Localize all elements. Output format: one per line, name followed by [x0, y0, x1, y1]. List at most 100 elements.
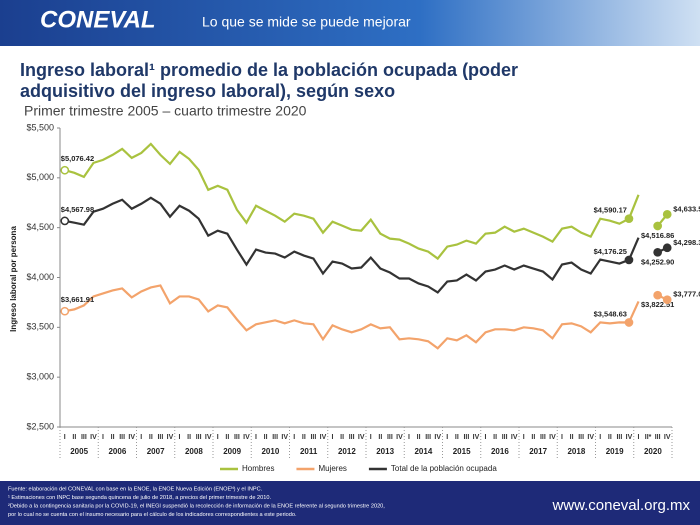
x-tick-label: IV: [396, 434, 403, 441]
x-tick-label: II: [264, 434, 268, 441]
legend-label: Total de la población ocupada: [391, 464, 497, 473]
x-tick-label: I: [293, 434, 295, 441]
point-marker: [653, 221, 663, 231]
point-marker: [60, 165, 70, 175]
data-label: $4,633.59: [673, 204, 700, 213]
year-label: 2012: [338, 447, 356, 456]
y-tick-label: $3,500: [26, 322, 54, 332]
x-tick-label: II: [455, 434, 459, 441]
x-tick-label: III: [502, 434, 508, 441]
year-label: 2006: [108, 447, 126, 456]
x-tick-label: II: [187, 434, 191, 441]
data-label: $3,822.51: [641, 300, 674, 309]
x-tick-label: IV: [320, 434, 327, 441]
chart-title: Ingreso laboral¹ promedio de la població…: [20, 60, 519, 101]
series-line: [64, 142, 640, 261]
x-tick-label: II: [531, 434, 535, 441]
x-tick-label: IV: [167, 434, 174, 441]
data-label: $3,777.07: [673, 290, 700, 299]
data-label: $3,661.91: [61, 295, 94, 304]
x-tick-label: IV: [626, 434, 633, 441]
x-tick-label: I: [446, 434, 448, 441]
x-tick-label: IV: [243, 434, 250, 441]
data-label: $4,590.17: [594, 206, 627, 215]
footer-notes: Fuente: elaboración del CONEVAL con base…: [8, 485, 385, 518]
x-tick-label: III: [463, 434, 469, 441]
x-tick-label: I: [408, 434, 410, 441]
x-tick-label: IV: [473, 434, 480, 441]
point-marker: [624, 255, 634, 265]
series-line: [64, 284, 640, 350]
x-tick-label: III: [81, 434, 87, 441]
x-tick-label: II: [225, 434, 229, 441]
y-tick-label: $2,500: [26, 421, 54, 431]
legend-label: Hombres: [242, 464, 274, 473]
x-tick-label: IV: [358, 434, 365, 441]
title-box: Ingreso laboral¹ promedio de la població…: [20, 60, 519, 101]
footnote: ¹ Estimaciones con INPC base segunda qui…: [8, 495, 271, 501]
data-label: $4,176.25: [594, 247, 627, 256]
x-tick-label: III: [310, 434, 316, 441]
year-label: 2015: [453, 447, 471, 456]
footnote: por lo cual no se cuenta con el insumo n…: [8, 512, 297, 518]
x-tick-label: I: [179, 434, 181, 441]
year-label: 2013: [376, 447, 394, 456]
series-line: [64, 196, 640, 294]
year-label: 2005: [70, 447, 88, 456]
point-marker: [662, 210, 672, 219]
x-tick-label: IV: [549, 434, 556, 441]
year-label: 2018: [567, 447, 585, 456]
year-label: 2011: [300, 447, 318, 456]
x-tick-label: IV: [205, 434, 212, 441]
y-axis-label: Ingreso laboral por persona: [9, 226, 18, 332]
x-tick-label: I: [370, 434, 372, 441]
x-tick-label: I: [217, 434, 219, 441]
x-tick-label: III: [616, 434, 622, 441]
point-marker: [624, 214, 634, 224]
x-tick-label: II: [149, 434, 153, 441]
x-tick-label: II: [302, 434, 306, 441]
x-tick-label: I: [485, 434, 487, 441]
year-label: 2020: [644, 447, 662, 456]
x-tick-label: I: [255, 434, 257, 441]
point-marker: [60, 216, 70, 226]
y-tick-label: $5,000: [26, 172, 54, 182]
footnote: Fuente: elaboración del CONEVAL con base…: [8, 485, 263, 492]
x-tick-label: III: [655, 434, 661, 441]
x-tick-label: I: [599, 434, 601, 441]
point-marker: [653, 247, 663, 257]
x-tick-label: III: [234, 434, 240, 441]
tagline: Lo que se mide se puede mejorar: [202, 14, 411, 30]
legend-label: Mujeres: [318, 464, 346, 473]
point-marker: [624, 318, 634, 327]
x-tick-label: III: [578, 434, 584, 441]
point-marker: [662, 295, 672, 305]
x-tick-label: III: [119, 434, 125, 441]
x-tick-label: II*: [645, 434, 652, 441]
y-tick-label: $4,500: [26, 222, 54, 232]
data-label: $4,516.86: [641, 231, 674, 240]
x-tick-label: II: [417, 434, 421, 441]
point-marker: [662, 243, 672, 253]
year-label: 2014: [414, 447, 432, 456]
x-tick-label: IV: [587, 434, 594, 441]
x-tick-label: II: [111, 434, 115, 441]
y-tick-label: $4,000: [26, 272, 54, 282]
x-tick-label: III: [157, 434, 163, 441]
year-label: 2017: [529, 447, 547, 456]
x-tick-label: IV: [511, 434, 518, 441]
y-tick-label: $5,500: [26, 122, 54, 132]
year-label: 2007: [147, 447, 165, 456]
footer-url: www.coneval.org.mx: [551, 497, 690, 514]
point-marker: [653, 290, 663, 300]
plot: $2,500 $3,000 $3,500 $4,000 $4,500 $5,000 $5,5…: [26, 122, 700, 473]
x-tick-label: III: [425, 434, 431, 441]
x-tick-label: II: [493, 434, 497, 441]
x-tick-label: I: [561, 434, 563, 441]
year-label: 2019: [606, 447, 624, 456]
x-tick-label: IV: [90, 434, 97, 441]
x-tick-label: III: [540, 434, 546, 441]
data-label: $4,567.98: [61, 205, 94, 214]
